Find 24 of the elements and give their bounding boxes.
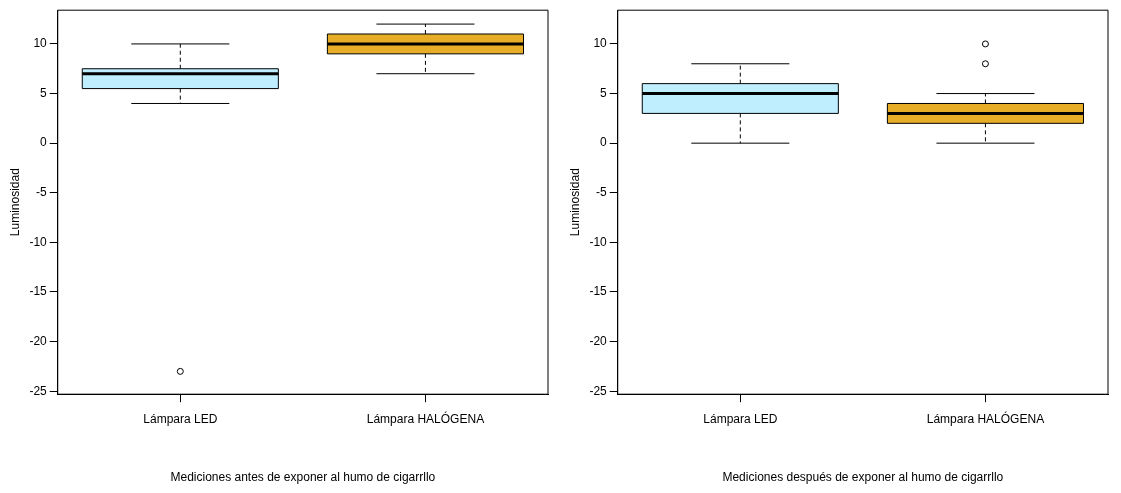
y-tick-label: -20 bbox=[589, 333, 608, 348]
y-tick-label: 5 bbox=[40, 85, 48, 100]
y-tick-label: -20 bbox=[29, 333, 48, 348]
y-tick-label: -25 bbox=[29, 383, 48, 398]
y-tick-label: -5 bbox=[36, 185, 48, 200]
x-tick-label: Lámpara HALÓGENA bbox=[366, 410, 485, 426]
y-tick-label: 5 bbox=[600, 85, 608, 100]
y-tick-label: 0 bbox=[40, 135, 48, 150]
x-axis-title: Mediciones antes de exponer al humo de cigarrllo bbox=[170, 470, 436, 485]
y-tick-label: -15 bbox=[29, 284, 48, 299]
x-tick-label: Lámpara LED bbox=[703, 411, 778, 426]
y-tick-label: -10 bbox=[29, 234, 48, 249]
y-tick-label: -5 bbox=[596, 185, 608, 200]
y-axis-title: Luminosidad bbox=[7, 168, 22, 237]
y-tick-label: -10 bbox=[589, 234, 608, 249]
y-tick-label: 10 bbox=[33, 36, 48, 51]
y-tick-label: -25 bbox=[589, 383, 608, 398]
y-tick-label: 10 bbox=[593, 36, 608, 51]
y-tick-label: -15 bbox=[589, 284, 608, 299]
y-tick-label: 0 bbox=[600, 135, 608, 150]
y-axis-title: Luminosidad bbox=[567, 168, 582, 237]
x-axis-title: Mediciones después de exponer al humo de cigarrllo bbox=[722, 470, 1004, 485]
x-tick-label: Lámpara LED bbox=[143, 411, 218, 426]
x-tick-label: Lámpara HALÓGENA bbox=[926, 410, 1045, 426]
